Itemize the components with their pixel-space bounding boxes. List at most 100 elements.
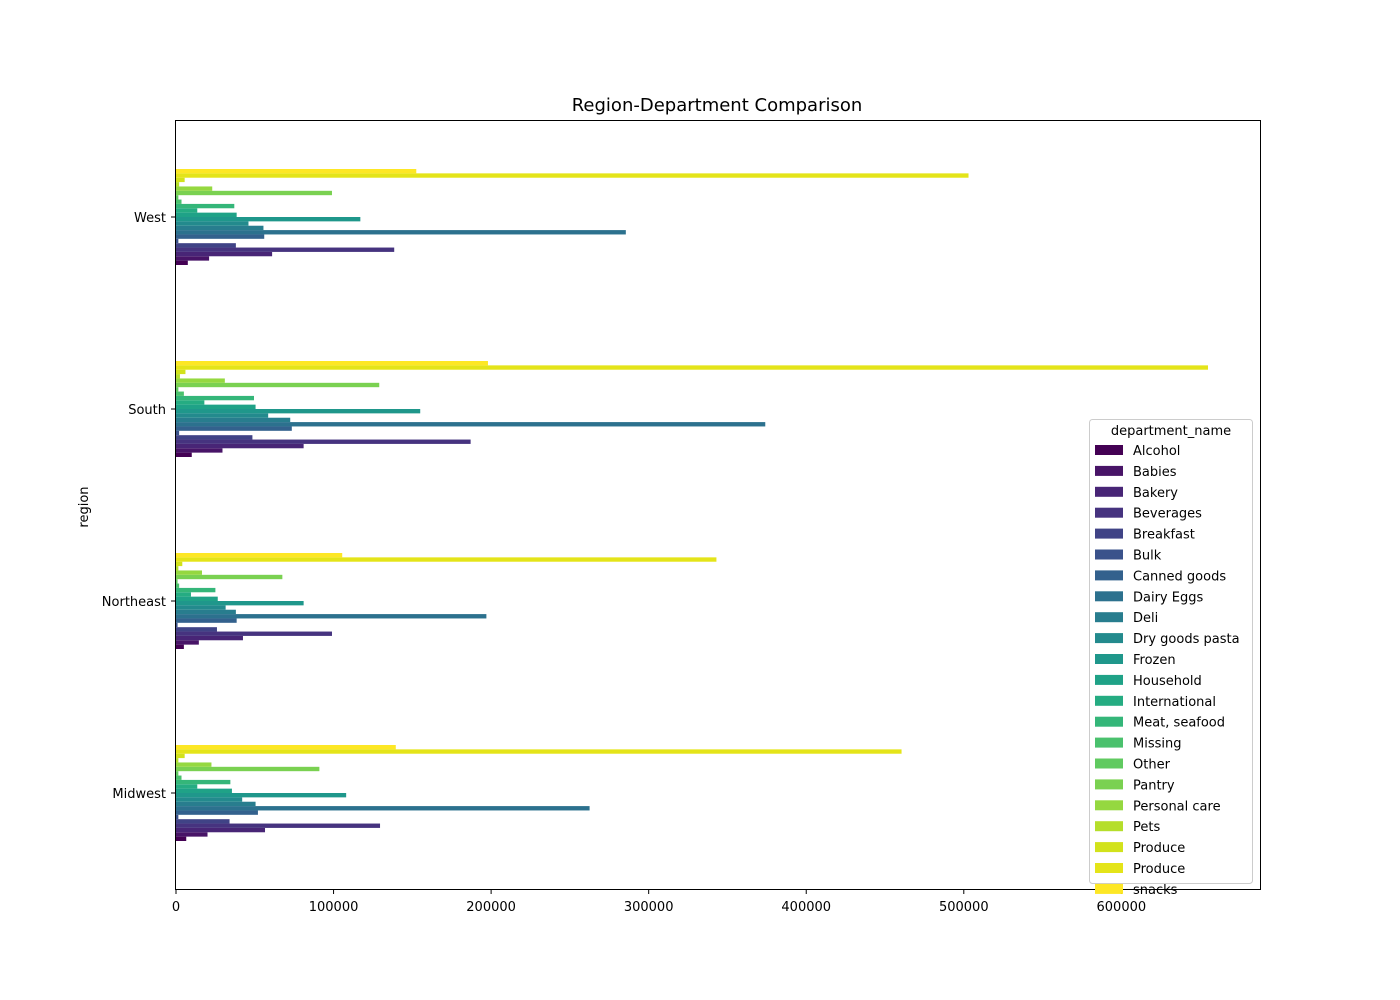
legend-label: Household	[1133, 674, 1202, 689]
bar-south-4	[176, 435, 253, 440]
legend-swatch	[1095, 821, 1123, 832]
bar-west-8	[176, 225, 264, 231]
bar-northeast-10	[176, 601, 304, 606]
bar-midwest-7	[176, 806, 590, 811]
legend-swatch	[1095, 445, 1123, 455]
bar-west-21	[176, 169, 417, 174]
bar-midwest-0	[176, 836, 187, 841]
legend-label: Babies	[1133, 465, 1177, 480]
bar-midwest-1	[176, 832, 208, 837]
bars-layer	[176, 169, 1209, 841]
bar-west-6	[176, 234, 265, 239]
legend-title: department_name	[1111, 424, 1231, 439]
bar-west-14	[176, 199, 182, 204]
legend-swatch	[1095, 842, 1123, 853]
bar-west-7	[176, 230, 626, 235]
y-tick-label: Midwest	[112, 787, 166, 802]
bar-west-17	[176, 186, 213, 191]
legend-swatch	[1095, 465, 1123, 476]
bar-northeast-8	[176, 609, 236, 615]
bar-northeast-14	[176, 583, 180, 588]
bar-midwest-4	[176, 819, 230, 824]
x-tick-label: 300000	[624, 900, 674, 915]
legend-swatch	[1095, 486, 1123, 497]
legend-swatch	[1095, 674, 1123, 685]
legend-label: Other	[1133, 758, 1171, 773]
legend-swatch	[1095, 549, 1123, 560]
legend-swatch	[1095, 695, 1123, 706]
bar-west-20	[176, 173, 969, 178]
bar-south-7	[176, 422, 766, 427]
legend-label: Missing	[1133, 737, 1181, 752]
legend-swatch	[1095, 570, 1123, 581]
legend-label: Pantry	[1133, 778, 1175, 793]
x-tick-label: 500000	[939, 900, 989, 915]
bar-south-17	[176, 378, 225, 383]
bar-northeast-7	[176, 614, 487, 619]
legend-swatch	[1095, 737, 1123, 748]
bar-midwest-10	[176, 793, 347, 798]
bar-northeast-3	[176, 631, 332, 636]
legend-label: Produce	[1133, 862, 1185, 877]
bar-midwest-8	[176, 801, 256, 807]
legend-label: International	[1133, 695, 1216, 710]
legend-swatch	[1095, 612, 1123, 623]
bar-northeast-1	[176, 640, 199, 645]
bar-northeast-0	[176, 644, 184, 649]
x-tick-label: 200000	[466, 900, 516, 915]
legend-label: Dairy Eggs	[1133, 590, 1203, 605]
legend-swatch	[1095, 654, 1123, 664]
bar-west-13	[176, 203, 235, 209]
bar-midwest-9	[176, 797, 243, 802]
bar-northeast-6	[176, 618, 237, 623]
legend-swatch	[1095, 716, 1123, 727]
bar-midwest-19	[176, 753, 185, 759]
bar-south-0	[176, 452, 192, 457]
legend-swatch	[1095, 779, 1123, 790]
legend-swatch	[1095, 800, 1123, 811]
legend-swatch	[1095, 758, 1123, 769]
bar-south-20	[176, 365, 1209, 370]
bar-south-10	[176, 409, 421, 414]
bar-west-11	[176, 212, 237, 217]
bar-south-5	[176, 430, 180, 436]
legend-swatch	[1095, 883, 1123, 894]
bar-northeast-18	[176, 566, 179, 571]
legend-label: Bakery	[1133, 486, 1178, 501]
bar-northeast-20	[176, 557, 717, 562]
legend-swatch	[1095, 591, 1123, 602]
bar-south-21	[176, 361, 488, 366]
bar-midwest-14	[176, 775, 182, 780]
bar-northeast-2	[176, 635, 243, 641]
bar-midwest-11	[176, 788, 232, 793]
y-axis-label: region	[77, 486, 92, 527]
legend-label: Beverages	[1133, 507, 1202, 522]
legend-label: Breakfast	[1133, 528, 1195, 543]
bar-midwest-18	[176, 758, 179, 763]
bar-northeast-11	[176, 596, 218, 601]
x-tick-label: 100000	[309, 900, 359, 915]
legend-swatch	[1095, 528, 1123, 539]
bar-west-2	[176, 251, 273, 257]
legend-label: Bulk	[1133, 549, 1162, 564]
plot-area-frame	[175, 120, 1261, 890]
bar-midwest-5	[176, 814, 179, 820]
legend-swatch	[1095, 633, 1123, 644]
legend-label: Canned goods	[1133, 569, 1226, 584]
bar-northeast-19	[176, 561, 183, 567]
x-tick-label: 400000	[781, 900, 831, 915]
bar-northeast-4	[176, 627, 217, 632]
bar-south-18	[176, 374, 180, 379]
y-tick-label: Northeast	[102, 595, 166, 610]
bar-west-12	[176, 208, 198, 213]
bar-south-12	[176, 400, 205, 405]
legend-label: Pets	[1133, 820, 1160, 835]
legend-label: Alcohol	[1133, 444, 1180, 459]
bar-west-18	[176, 182, 180, 187]
bar-midwest-6	[176, 810, 258, 815]
bar-northeast-12	[176, 592, 191, 597]
bar-northeast-5	[176, 622, 178, 628]
bar-south-13	[176, 395, 254, 401]
bar-south-14	[176, 391, 184, 396]
